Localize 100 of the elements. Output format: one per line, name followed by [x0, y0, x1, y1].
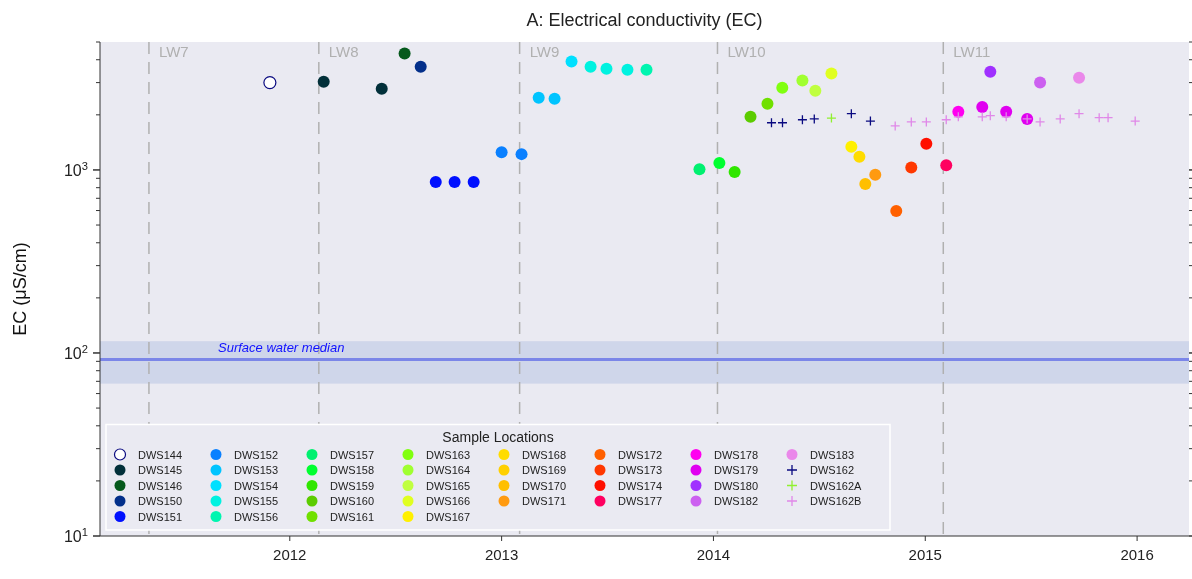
legend-label: DWS174: [618, 479, 663, 492]
y-axis-title: EC (μS/cm): [10, 242, 30, 336]
point: [448, 175, 461, 188]
legend-label: DWS151: [138, 510, 183, 523]
point: [920, 137, 933, 150]
legend-label: DWS161: [330, 510, 375, 523]
legend-label: DWS168: [522, 448, 567, 461]
point: [414, 60, 427, 73]
legend-label: DWS178: [714, 448, 759, 461]
legend-label: DWS165: [426, 479, 471, 492]
legend-label: DWS183: [810, 448, 855, 461]
x-tick-label: 2012: [273, 546, 307, 563]
legend-label: DWS153: [234, 464, 279, 476]
legend-label: DWS162B: [810, 495, 862, 507]
point: [809, 84, 822, 97]
ref-line-label: LW10: [727, 43, 766, 60]
legend-label: DWS179: [714, 464, 759, 476]
x-tick-label: 2013: [484, 546, 519, 563]
legend-label: DWS144: [138, 448, 183, 461]
point: [845, 140, 858, 153]
legend-label: DWS171: [522, 495, 567, 507]
point: [1102, 112, 1114, 123]
chart-title: A: Electrical conductivity (EC): [526, 10, 763, 30]
legend-label: DWS155: [234, 495, 279, 507]
point: [809, 113, 820, 125]
legend-label: DWS163: [426, 448, 471, 461]
point: [467, 175, 480, 188]
point: [495, 146, 508, 159]
point: [728, 165, 741, 178]
point: [713, 157, 726, 170]
point: [429, 175, 442, 188]
point: [859, 177, 872, 190]
point: [584, 60, 597, 73]
ref-line-label: LW8: [328, 43, 359, 60]
legend-label: DWS167: [426, 510, 471, 523]
ref-line-label: Surface water median: [218, 339, 345, 355]
point: [263, 76, 277, 90]
point: [398, 47, 411, 60]
point: [1034, 116, 1046, 128]
point: [317, 75, 330, 88]
legend-label: DWS172: [618, 448, 663, 461]
legend-label: DWS157: [330, 448, 375, 461]
legend-label: DWS154: [234, 479, 279, 492]
point: [375, 82, 388, 95]
point: [640, 63, 653, 76]
legend-title: Sample Locations: [442, 428, 554, 445]
point: [1073, 108, 1085, 119]
point: [1055, 113, 1066, 125]
point: [869, 168, 882, 181]
y-tick-label: 10$^{3}$: [63, 159, 88, 179]
legend-label: DWS182: [714, 495, 759, 507]
point: [565, 55, 578, 68]
point: [1073, 71, 1086, 84]
point: [621, 63, 634, 76]
legend-label: DWS170: [522, 479, 567, 492]
legend-label: DWS150: [138, 495, 183, 507]
ref-line-label: LW9: [529, 43, 560, 60]
point: [693, 163, 706, 176]
y-tick-label: 10$^{2}$: [63, 342, 88, 362]
point: [905, 161, 918, 174]
x-tick-label: 2014: [696, 546, 731, 563]
point: [853, 150, 866, 163]
x-tick-label: 2015: [908, 546, 942, 563]
point: [1034, 76, 1047, 89]
point: [826, 112, 837, 124]
legend-label: DWS152: [234, 448, 279, 461]
legend-label: DWS166: [426, 495, 471, 507]
point: [1130, 115, 1141, 127]
point: [600, 62, 613, 75]
point: [515, 148, 528, 161]
point: [761, 97, 774, 110]
point: [921, 116, 932, 128]
legend-label: DWS145: [138, 464, 183, 476]
point: [776, 81, 789, 94]
legend-label: DWS158: [330, 464, 375, 476]
legend-label: DWS156: [234, 510, 279, 523]
point: [984, 65, 997, 78]
legend-label: DWS162A: [810, 479, 863, 492]
point: [744, 110, 757, 123]
ref-line-label: LW7: [158, 43, 189, 60]
legend-label: DWS173: [618, 464, 663, 476]
point: [865, 115, 876, 127]
point: [906, 116, 917, 128]
point: [890, 120, 901, 132]
legend-label: DWS177: [618, 495, 663, 507]
legend-label: DWS169: [522, 464, 567, 476]
point: [976, 100, 989, 113]
legend-label: DWS164: [426, 464, 471, 476]
ref-line-label: LW11: [953, 43, 991, 60]
legend-label: DWS159: [330, 479, 375, 492]
legend-label: DWS180: [714, 479, 759, 492]
point: [532, 91, 545, 104]
x-tick-label: 2016: [1120, 546, 1154, 563]
point: [796, 74, 809, 87]
legend-label: DWS146: [138, 479, 183, 492]
point: [548, 92, 561, 105]
legend-label: DWS160: [330, 495, 375, 507]
y-tick-label: 10$^{1}$: [63, 526, 88, 545]
legend-label: DWS162: [810, 464, 855, 476]
point: [940, 159, 953, 172]
